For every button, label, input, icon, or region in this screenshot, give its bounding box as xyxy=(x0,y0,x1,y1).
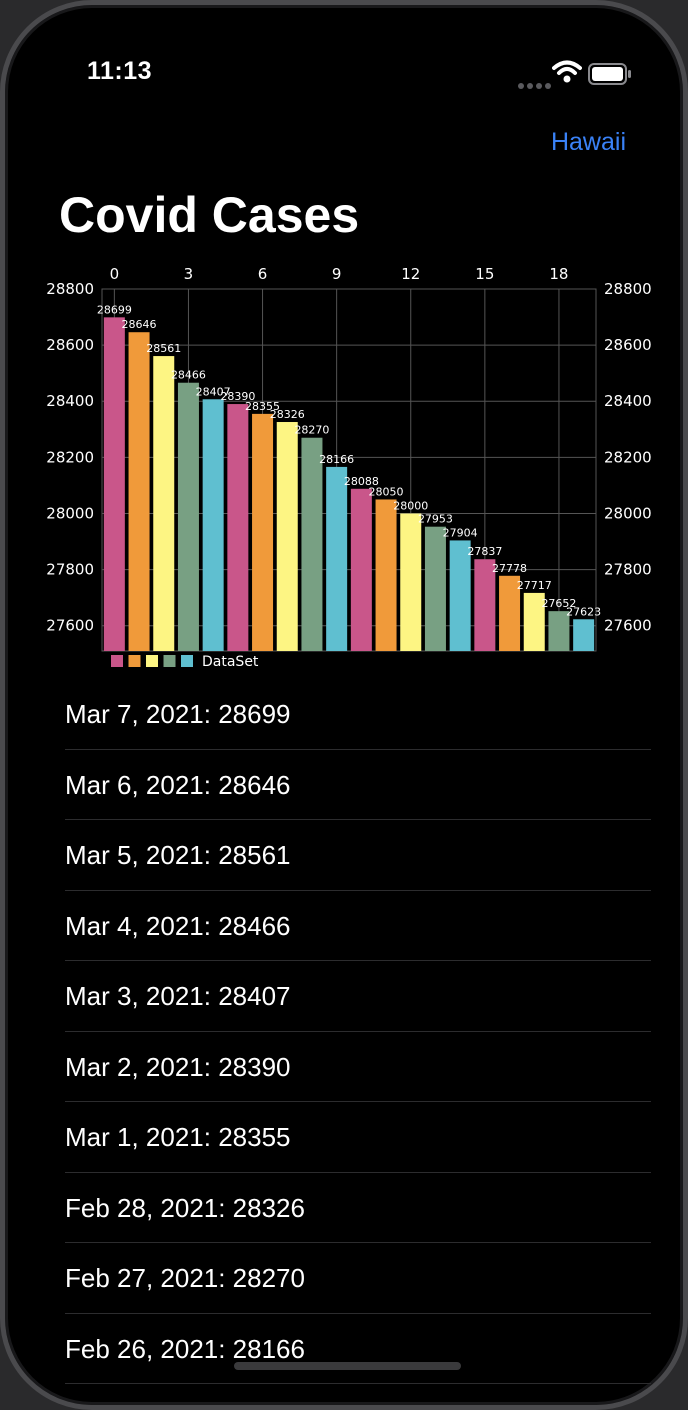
bar-value-label: 28390 xyxy=(220,390,255,403)
x-tick-label: 12 xyxy=(401,265,420,283)
state-selector-button[interactable]: Hawaii xyxy=(550,128,626,156)
bar xyxy=(449,540,471,651)
bar-value-label: 27904 xyxy=(443,526,478,539)
bar-value-label: 27778 xyxy=(492,562,527,575)
y-tick-label-right: 28800 xyxy=(604,280,652,298)
bar xyxy=(474,559,496,651)
bar xyxy=(227,404,249,651)
x-tick-label: 18 xyxy=(549,265,568,283)
cellular-signal-icon xyxy=(518,76,554,94)
x-tick-label: 9 xyxy=(332,265,342,283)
bar xyxy=(375,499,397,651)
y-tick-label-left: 28400 xyxy=(46,392,94,410)
bar xyxy=(252,413,274,651)
list-item[interactable]: Mar 2, 2021: 28390 xyxy=(5,1032,683,1103)
bar-value-label: 28000 xyxy=(393,499,428,512)
bar-value-label: 27717 xyxy=(517,579,552,592)
y-tick-label-right: 28200 xyxy=(604,448,652,466)
bar xyxy=(301,437,323,651)
bar-value-label: 27837 xyxy=(467,545,502,558)
bar xyxy=(103,317,125,651)
y-tick-label-left: 27600 xyxy=(46,617,94,635)
bar-value-label: 28166 xyxy=(319,453,354,466)
y-tick-label-right: 27800 xyxy=(604,561,652,579)
page-title: Covid Cases xyxy=(59,187,360,243)
list-item[interactable]: Mar 3, 2021: 28407 xyxy=(5,961,683,1032)
bar xyxy=(573,619,595,651)
bar xyxy=(202,399,224,651)
list-item[interactable]: Mar 7, 2021: 28699 xyxy=(5,679,683,750)
home-indicator[interactable] xyxy=(234,1362,461,1370)
bar-value-label: 28326 xyxy=(270,408,305,421)
bar-value-label: 27623 xyxy=(566,605,601,618)
bar xyxy=(523,592,545,651)
legend-swatch xyxy=(111,655,123,667)
list-item[interactable]: Feb 28, 2021: 28326 xyxy=(5,1173,683,1244)
cases-chart[interactable]: 27600 27600 27800 27800 28000 28000 28200 28200… xyxy=(5,255,683,675)
y-tick-label-left: 28200 xyxy=(46,448,94,466)
bar-value-label: 28646 xyxy=(122,318,157,331)
bar xyxy=(128,332,150,651)
x-tick-label: 6 xyxy=(258,265,268,283)
y-tick-label-right: 28600 xyxy=(604,336,652,354)
y-tick-label-left: 27800 xyxy=(46,561,94,579)
legend-swatch xyxy=(181,655,193,667)
bar xyxy=(177,382,199,651)
bar xyxy=(350,488,372,651)
bar-value-label: 28270 xyxy=(294,424,329,437)
list-item[interactable]: Feb 27, 2021: 28270 xyxy=(5,1243,683,1314)
x-tick-label: 15 xyxy=(475,265,494,283)
bar-value-label: 28355 xyxy=(245,400,280,413)
list-item[interactable]: Mar 6, 2021: 28646 xyxy=(5,750,683,821)
bar-value-label: 28050 xyxy=(369,485,404,498)
bar-value-label: 27652 xyxy=(541,597,576,610)
bar xyxy=(424,526,446,651)
status-bar: 11:13 xyxy=(5,5,683,115)
bar-value-label: 28407 xyxy=(196,385,231,398)
x-tick-label: 3 xyxy=(184,265,194,283)
bar xyxy=(326,466,348,651)
y-tick-label-right: 28400 xyxy=(604,392,652,410)
cases-bar-chart: 27600 27600 27800 27800 28000 28000 28200 28200… xyxy=(46,265,652,670)
bar xyxy=(153,356,175,651)
bar xyxy=(548,611,570,651)
bar xyxy=(276,422,298,651)
y-tick-label-right: 28000 xyxy=(604,504,652,522)
legend-swatch xyxy=(146,655,158,667)
status-time: 11:13 xyxy=(87,57,153,85)
bar-value-label: 27953 xyxy=(418,513,453,526)
bar-value-label: 28088 xyxy=(344,475,379,488)
y-tick-label-left: 28600 xyxy=(46,336,94,354)
bar-value-label: 28466 xyxy=(171,369,206,382)
legend-swatch xyxy=(163,655,176,667)
battery-icon xyxy=(588,63,631,85)
bar xyxy=(499,575,521,651)
list-item[interactable]: Mar 4, 2021: 28466 xyxy=(5,891,683,962)
list-item[interactable]: Feb 26, 2021: 28166 xyxy=(5,1314,683,1385)
y-tick-label-right: 27600 xyxy=(604,617,652,635)
y-tick-label-left: 28800 xyxy=(46,280,94,298)
y-tick-label-left: 28000 xyxy=(46,504,94,522)
legend-swatch xyxy=(128,655,141,667)
wifi-icon xyxy=(552,60,582,83)
list-item[interactable]: Mar 1, 2021: 28355 xyxy=(5,1102,683,1173)
cases-list[interactable]: Mar 7, 2021: 28699 Mar 6, 2021: 28646 Mar … xyxy=(5,679,683,1384)
list-item[interactable]: Mar 5, 2021: 28561 xyxy=(5,820,683,891)
bar-value-label: 28561 xyxy=(146,342,181,355)
x-tick-label: 0 xyxy=(110,265,120,283)
bar-value-label: 28699 xyxy=(97,303,132,316)
bar xyxy=(400,513,422,651)
legend-label: DataSet xyxy=(202,654,259,670)
